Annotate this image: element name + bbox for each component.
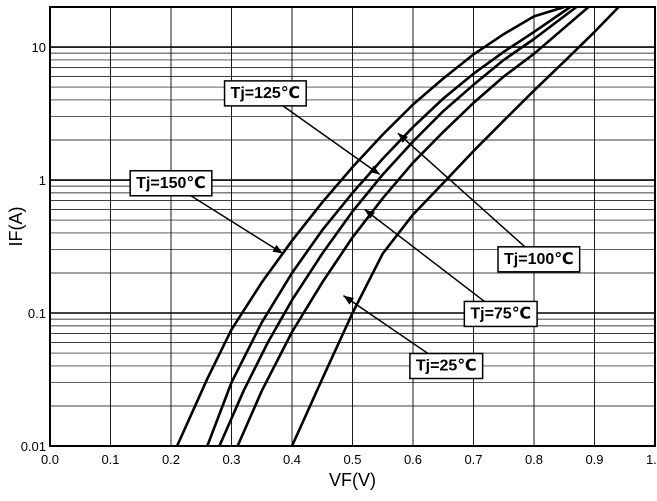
- annotation-box: [223, 80, 307, 107]
- annotation-arrowhead: [364, 209, 375, 219]
- y-tick-label: 0.1: [28, 306, 46, 321]
- series-line-tj-75-: [236, 6, 590, 447]
- y-axis-label: IF(A): [6, 207, 26, 247]
- annotation-arrowhead: [343, 295, 354, 305]
- annotation-label: Tj=125℃: [231, 85, 301, 102]
- x-axis-label: VF(V): [329, 470, 376, 490]
- x-tick-label: 0.0: [41, 452, 59, 467]
- x-tick-label: 0.9: [585, 452, 603, 467]
- annotation-label: Tj=25℃: [416, 358, 477, 375]
- series-line-tj-125-: [206, 5, 572, 447]
- plot-frame: [49, 6, 656, 447]
- annotation-arrowhead: [272, 244, 283, 254]
- annotation-arrow: [343, 295, 429, 355]
- annotation-arrowhead: [397, 133, 408, 143]
- x-tick-label: 0.4: [283, 452, 301, 467]
- annotation-label: Tj=75℃: [470, 305, 531, 322]
- x-tick-label: 0.7: [464, 452, 482, 467]
- annotation-box: [463, 300, 538, 328]
- series-line-tj-100-: [218, 5, 578, 447]
- x-tick-label: 0.6: [404, 452, 422, 467]
- x-tick-label: 0.1: [101, 452, 119, 467]
- annotation-box: [409, 352, 484, 380]
- y-tick-label: 0.01: [21, 439, 46, 454]
- series-lines: [175, 5, 620, 447]
- x-tick-label: 1.0: [646, 452, 657, 467]
- annotation-arrow: [190, 195, 284, 255]
- x-tick-label: 0.2: [162, 452, 180, 467]
- series-line-tj-150-: [175, 5, 565, 447]
- series-line-tj-25-: [290, 6, 620, 447]
- tick-labels: 0.0 0.1 0.2 0.3 0.4 0.5 0.6 0.7 0.8 0.9 1.0 0.01 0.1…: [21, 40, 657, 467]
- annotation-label: Tj=100℃: [504, 251, 574, 268]
- major-grid: [49, 7, 656, 447]
- annotation-label: Tj=150℃: [136, 175, 206, 192]
- x-tick-label: 0.3: [222, 452, 240, 467]
- annotations: Tj=125℃ Tj=150℃ Tj=100℃ Tj=75℃ Tj=25℃: [129, 80, 581, 380]
- annotation-arrow: [282, 105, 381, 176]
- x-tick-label: 0.8: [525, 452, 543, 467]
- annotation-arrowhead: [369, 165, 380, 175]
- x-tick-label: 0.5: [343, 452, 361, 467]
- y-tick-label: 1: [39, 173, 46, 188]
- annotation-arrow: [397, 132, 526, 248]
- annotation-arrow: [364, 208, 485, 303]
- y-tick-label: 10: [32, 40, 46, 55]
- annotation-box: [129, 170, 213, 197]
- annotation-box: [497, 246, 581, 273]
